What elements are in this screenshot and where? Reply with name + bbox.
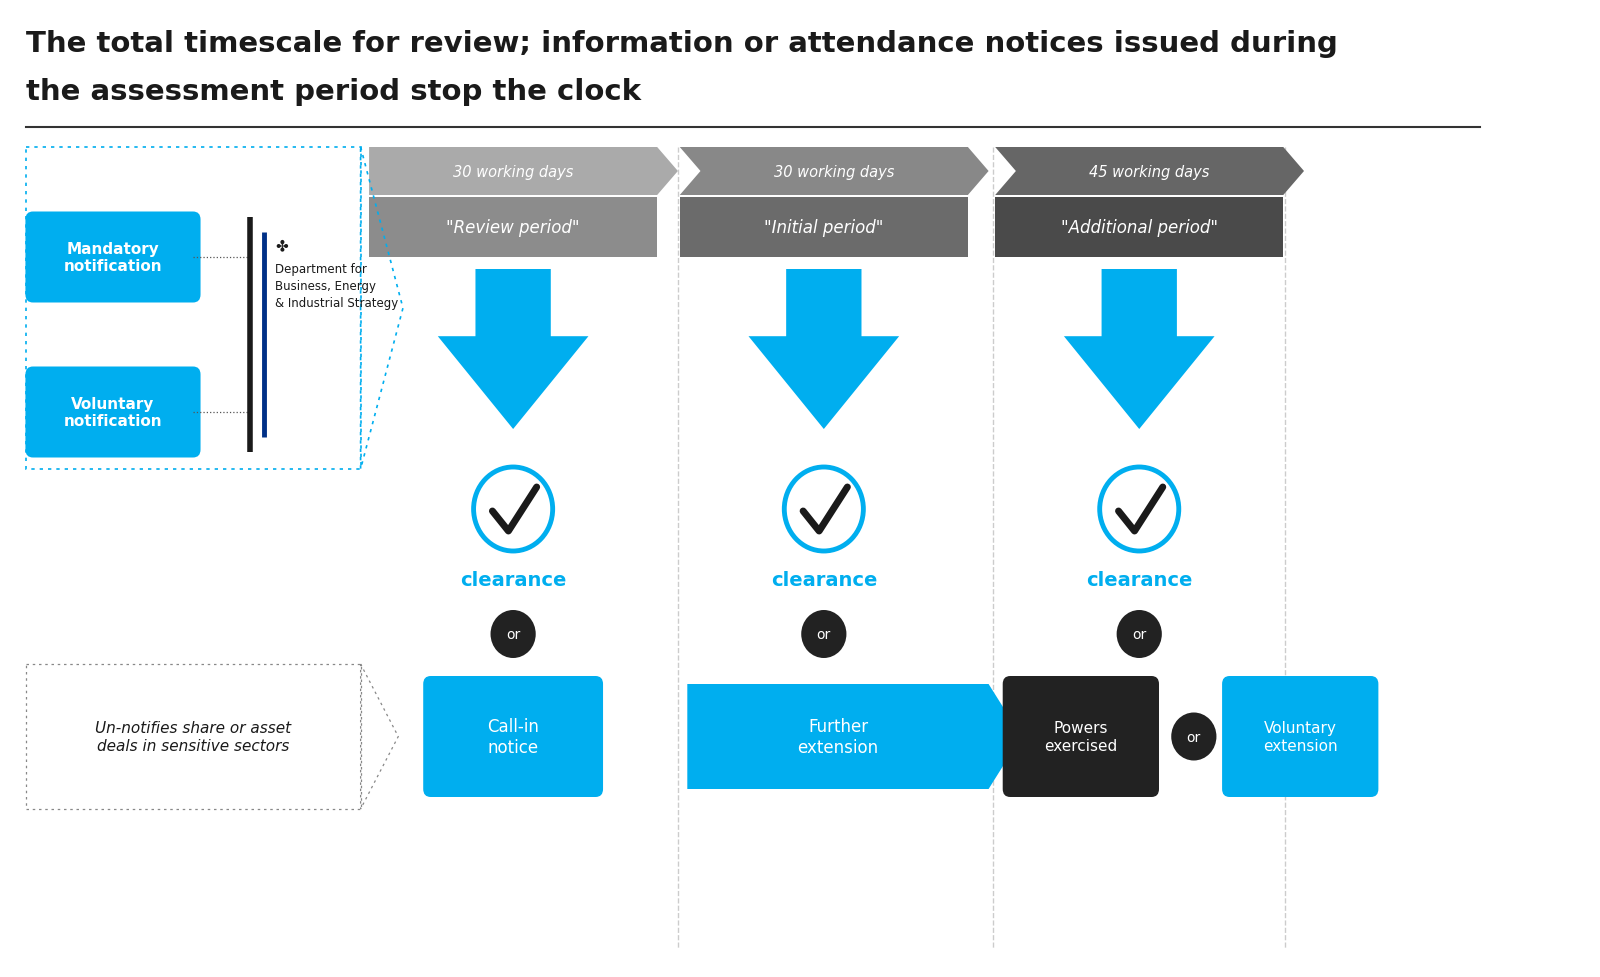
Text: "Additional period": "Additional period" xyxy=(1061,219,1218,236)
Text: ✤: ✤ xyxy=(275,237,288,253)
Polygon shape xyxy=(995,148,1304,195)
Text: clearance: clearance xyxy=(771,570,877,589)
FancyBboxPatch shape xyxy=(1222,676,1378,797)
FancyBboxPatch shape xyxy=(26,212,200,303)
FancyBboxPatch shape xyxy=(424,676,603,797)
Text: Powers
exercised: Powers exercised xyxy=(1045,721,1117,753)
Polygon shape xyxy=(680,148,989,195)
Text: Call-in
notice: Call-in notice xyxy=(486,717,539,756)
Polygon shape xyxy=(370,148,678,195)
Text: or: or xyxy=(1187,730,1202,743)
Bar xyxy=(26,664,360,809)
Circle shape xyxy=(491,611,536,658)
Text: Mandatory
notification: Mandatory notification xyxy=(64,241,162,274)
Text: clearance: clearance xyxy=(459,570,566,589)
Text: Voluntary
extension: Voluntary extension xyxy=(1262,721,1338,753)
Polygon shape xyxy=(1064,270,1214,430)
Text: 30 working days: 30 working days xyxy=(453,164,573,180)
Text: or: or xyxy=(816,627,830,641)
Text: Un-notifies share or asset
deals in sensitive sectors: Un-notifies share or asset deals in sens… xyxy=(96,721,291,753)
Text: or: or xyxy=(506,627,520,641)
Text: the assessment period stop the clock: the assessment period stop the clock xyxy=(26,78,642,106)
Text: clearance: clearance xyxy=(1086,570,1192,589)
Circle shape xyxy=(802,611,846,658)
Text: or: or xyxy=(1133,627,1146,641)
Text: The total timescale for review; information or attendance notices issued during: The total timescale for review; informat… xyxy=(26,30,1338,58)
Text: 30 working days: 30 working days xyxy=(774,164,894,180)
Bar xyxy=(995,197,1283,258)
Bar xyxy=(680,197,968,258)
Bar xyxy=(370,197,658,258)
Text: "Initial period": "Initial period" xyxy=(765,219,883,236)
Circle shape xyxy=(1171,713,1216,761)
Polygon shape xyxy=(688,684,1021,789)
Text: Further
extension: Further extension xyxy=(797,717,878,756)
FancyBboxPatch shape xyxy=(26,367,200,458)
Circle shape xyxy=(1117,611,1162,658)
FancyBboxPatch shape xyxy=(1003,676,1158,797)
Bar xyxy=(26,148,360,470)
Text: 45 working days: 45 working days xyxy=(1090,164,1210,180)
Text: Voluntary
notification: Voluntary notification xyxy=(64,397,162,429)
Polygon shape xyxy=(749,270,899,430)
Polygon shape xyxy=(438,270,589,430)
Text: Department for
Business, Energy
& Industrial Strategy: Department for Business, Energy & Indust… xyxy=(275,263,398,310)
Text: "Review period": "Review period" xyxy=(446,219,579,236)
